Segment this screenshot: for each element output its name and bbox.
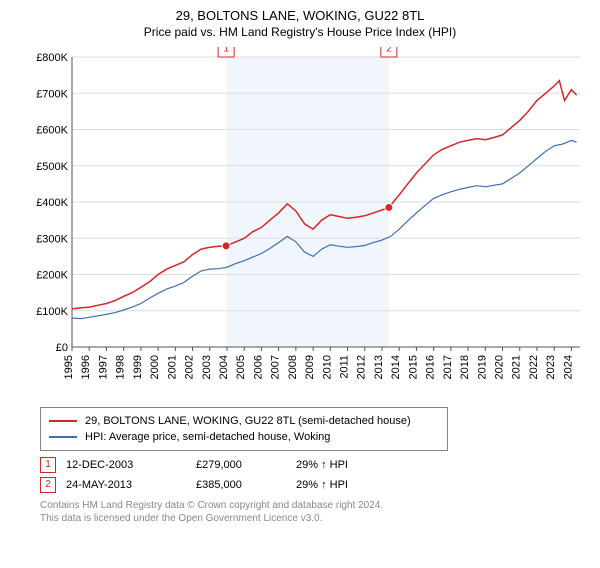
- legend-swatch: [49, 420, 77, 422]
- footer-text: Contains HM Land Registry data © Crown c…: [40, 499, 600, 525]
- footer-line1: Contains HM Land Registry data © Crown c…: [40, 499, 600, 512]
- y-tick-label: £200K: [36, 270, 68, 282]
- chart-container: 29, BOLTONS LANE, WOKING, GU22 8TL Price…: [0, 8, 600, 568]
- y-tick-label: £500K: [36, 161, 68, 173]
- y-tick-label: £100K: [36, 306, 68, 318]
- y-tick-label: £800K: [36, 52, 68, 64]
- x-tick-label: 1995: [63, 355, 75, 379]
- x-tick-label: 2012: [356, 355, 368, 379]
- y-tick-label: £700K: [36, 88, 68, 100]
- x-tick-label: 2024: [562, 355, 574, 379]
- x-tick-label: 1997: [97, 355, 109, 379]
- y-tick-label: £300K: [36, 233, 68, 245]
- transaction-marker-2: 2: [40, 477, 56, 493]
- transactions-list: 1 12-DEC-2003£279,00029% ↑ HPI 2 24-MAY-201…: [0, 457, 600, 493]
- footer-line2: This data is licensed under the Open Gov…: [40, 512, 600, 525]
- x-tick-label: 1996: [80, 355, 92, 379]
- marker-point-2: [385, 203, 393, 211]
- x-tick-label: 2006: [252, 355, 264, 379]
- x-tick-label: 2010: [321, 355, 333, 379]
- transaction-price: £385,000: [196, 479, 296, 491]
- x-tick-label: 2001: [166, 355, 178, 379]
- legend-label: 29, BOLTONS LANE, WOKING, GU22 8TL (semi…: [85, 415, 411, 427]
- chart-title: 29, BOLTONS LANE, WOKING, GU22 8TL: [0, 8, 600, 23]
- x-tick-label: 2007: [270, 355, 282, 379]
- x-tick-label: 2011: [339, 355, 351, 379]
- x-tick-label: 2018: [459, 355, 471, 379]
- transaction-row-1: 1 12-DEC-2003£279,00029% ↑ HPI: [40, 457, 600, 473]
- transaction-row-2: 2 24-MAY-2013£385,00029% ↑ HPI: [40, 477, 600, 493]
- transaction-date: 24-MAY-2013: [66, 479, 196, 491]
- transaction-price: £279,000: [196, 459, 296, 471]
- y-tick-label: £600K: [36, 125, 68, 137]
- x-tick-label: 2022: [528, 355, 540, 379]
- transaction-hpi: 29% ↑ HPI: [296, 459, 396, 471]
- x-tick-label: 2014: [390, 355, 402, 379]
- marker-label-1: 1: [223, 47, 229, 55]
- transaction-date: 12-DEC-2003: [66, 459, 196, 471]
- legend-box: 29, BOLTONS LANE, WOKING, GU22 8TL (semi…: [40, 407, 448, 451]
- legend-label: HPI: Average price, semi-detached house,…: [85, 431, 330, 443]
- x-tick-label: 2017: [442, 355, 454, 379]
- x-tick-label: 2023: [545, 355, 557, 379]
- x-tick-label: 2004: [218, 355, 230, 379]
- legend-swatch: [49, 436, 77, 438]
- x-tick-label: 1999: [132, 355, 144, 379]
- marker-point-1: [222, 242, 230, 250]
- marker-label-2: 2: [386, 47, 392, 55]
- x-tick-label: 2005: [235, 355, 247, 379]
- x-tick-label: 2008: [287, 355, 299, 379]
- x-tick-label: 1998: [115, 355, 127, 379]
- x-tick-label: 2002: [184, 355, 196, 379]
- legend-item-0: 29, BOLTONS LANE, WOKING, GU22 8TL (semi…: [49, 413, 439, 429]
- chart-area: £0 £100K £200K £300K £400K £500K £600K £700K £80…: [30, 47, 590, 397]
- chart-subtitle: Price paid vs. HM Land Registry's House …: [0, 25, 600, 39]
- x-tick-label: 2021: [511, 355, 523, 379]
- x-tick-label: 2020: [494, 355, 506, 379]
- legend-item-1: HPI: Average price, semi-detached house,…: [49, 429, 439, 445]
- y-tick-label: £400K: [36, 197, 68, 209]
- x-tick-label: 2019: [476, 355, 488, 379]
- transaction-marker-1: 1: [40, 457, 56, 473]
- transaction-hpi: 29% ↑ HPI: [296, 479, 396, 491]
- x-tick-label: 2003: [201, 355, 213, 379]
- x-tick-label: 2009: [304, 355, 316, 379]
- x-tick-label: 2015: [407, 355, 419, 379]
- y-tick-label: £0: [56, 342, 68, 354]
- x-tick-label: 2000: [149, 355, 161, 379]
- chart-svg: £0 £100K £200K £300K £400K £500K £600K £700K £80…: [30, 47, 590, 397]
- x-tick-label: 2013: [373, 355, 385, 379]
- x-tick-label: 2016: [425, 355, 437, 379]
